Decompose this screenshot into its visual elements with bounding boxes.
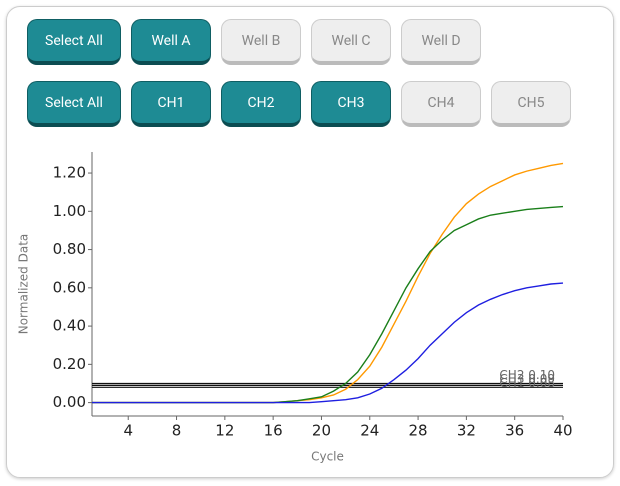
series-line bbox=[92, 282, 564, 404]
x-tick-label: 40 bbox=[553, 422, 572, 440]
x-tick-label: 8 bbox=[172, 422, 182, 440]
x-tick-label: 12 bbox=[215, 422, 234, 440]
x-tick-label: 16 bbox=[264, 422, 283, 440]
threshold-label: CH3 0.09 bbox=[499, 372, 555, 386]
y-tick-label: 0.60 bbox=[53, 278, 86, 296]
series-line bbox=[92, 205, 564, 404]
series-line bbox=[92, 162, 564, 404]
x-tick-label: 4 bbox=[123, 422, 133, 440]
panel: Select All Well A Well B Well C Well D Select… bbox=[6, 6, 614, 478]
y-tick-label: 0.80 bbox=[53, 240, 86, 258]
toggle-button[interactable]: CH3 bbox=[311, 81, 391, 127]
x-tick-label: 24 bbox=[360, 422, 379, 440]
y-tick-label: 0.40 bbox=[53, 317, 86, 335]
toggle-button[interactable]: Well D bbox=[401, 19, 481, 65]
threshold-label: CH2 0.10 bbox=[499, 368, 555, 382]
x-tick-label: 20 bbox=[312, 422, 331, 440]
x-axis-label: Cycle bbox=[311, 450, 344, 464]
y-axis-label: Normalized Data bbox=[17, 234, 31, 335]
toggle-button[interactable]: CH1 bbox=[131, 81, 211, 127]
toggle-button[interactable]: Well C bbox=[311, 19, 391, 65]
toggle-button[interactable]: CH4 bbox=[401, 81, 481, 127]
toggle-button[interactable]: Well A bbox=[131, 19, 211, 65]
toggle-button[interactable]: Select All bbox=[27, 19, 121, 65]
toggle-button[interactable]: Well B bbox=[221, 19, 301, 65]
x-tick-label: 28 bbox=[409, 422, 428, 440]
y-tick-label: 0.20 bbox=[53, 355, 86, 373]
toggle-button[interactable]: CH2 bbox=[221, 81, 301, 127]
threshold-label: CH1 0.08 bbox=[499, 376, 555, 390]
toggle-button[interactable]: CH5 bbox=[491, 81, 571, 127]
x-tick-label: 36 bbox=[505, 422, 524, 440]
y-tick-label: 1.00 bbox=[53, 202, 86, 220]
x-tick-label: 32 bbox=[457, 422, 476, 440]
y-tick-label: 0.00 bbox=[53, 393, 86, 411]
toggle-button[interactable]: Select All bbox=[27, 81, 121, 127]
button-row: Select All CH1 CH2 CH3 CH4 CH5 bbox=[27, 81, 571, 127]
y-tick-label: 1.20 bbox=[53, 164, 86, 182]
button-row: Select All Well A Well B Well C Well D bbox=[27, 19, 481, 65]
